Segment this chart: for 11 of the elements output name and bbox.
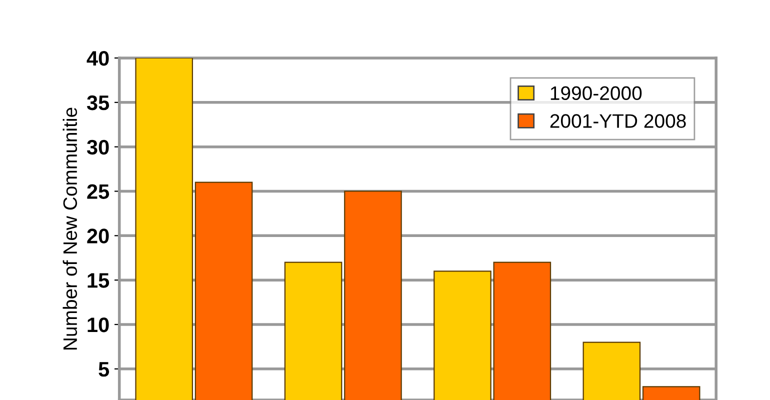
- y-tick-label: 35: [86, 95, 110, 110]
- y-tick-label: 15: [88, 273, 110, 288]
- y-tick-label: 20: [87, 228, 109, 244]
- y-tick-label: 10: [88, 317, 109, 332]
- y-tick-label: 25: [87, 184, 110, 199]
- y-tick-label: 30: [86, 140, 109, 155]
- y-tick-label: 40: [86, 51, 109, 66]
- legend-label: 1990-2000: [550, 86, 642, 100]
- y-tick-label: 5: [98, 362, 110, 377]
- y-axis-title: Number of New Communitie: [62, 108, 78, 350]
- legend-label: 2001-YTD 2008: [550, 114, 686, 128]
